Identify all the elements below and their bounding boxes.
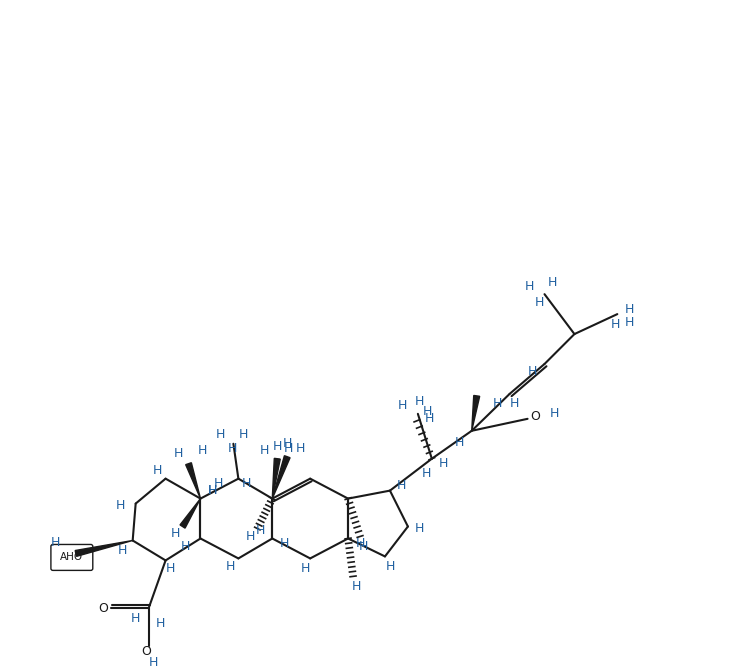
Text: H: H [493,397,502,410]
Text: H: H [548,276,557,289]
Text: H: H [528,365,537,379]
Polygon shape [75,541,133,556]
Text: H: H [624,303,634,316]
Polygon shape [272,456,290,498]
Text: H: H [181,540,190,553]
FancyBboxPatch shape [51,545,93,570]
Text: H: H [416,522,424,535]
Text: O: O [142,645,151,658]
Text: H: H [166,562,175,575]
Polygon shape [180,498,201,528]
Text: H: H [242,477,251,490]
Text: H: H [208,484,217,497]
Text: H: H [422,467,431,480]
Text: H: H [455,436,465,450]
Text: H: H [301,562,310,575]
Text: H: H [385,560,395,573]
Text: H: H [439,457,448,470]
Text: H: H [397,479,407,492]
Text: H: H [208,484,217,497]
Text: O: O [530,410,541,423]
Text: H: H [510,397,519,410]
Text: H: H [550,407,560,420]
Text: H: H [358,540,368,553]
Polygon shape [471,395,480,431]
Text: H: H [260,444,269,457]
Text: H: H [51,536,60,549]
Text: H: H [283,442,293,455]
Text: H: H [355,537,365,550]
Text: H: H [118,544,128,557]
Text: H: H [535,295,545,309]
Text: H: H [425,412,434,425]
Text: H: H [256,524,265,537]
Text: H: H [156,617,166,630]
Text: O: O [98,602,107,615]
Text: H: H [398,399,407,412]
Text: H: H [351,580,361,593]
Text: H: H [216,428,225,442]
Text: H: H [245,530,255,543]
Text: H: H [525,279,534,293]
Polygon shape [186,463,201,498]
Text: H: H [624,316,634,328]
Text: H: H [174,447,184,460]
Polygon shape [272,458,280,498]
Text: H: H [226,560,235,573]
Text: H: H [198,444,207,457]
Text: H: H [214,477,223,490]
Text: H: H [272,440,282,453]
Text: H: H [423,405,433,418]
Text: H: H [116,499,125,512]
Text: H: H [280,537,289,550]
Text: H: H [171,527,181,540]
Text: H: H [611,318,620,330]
Text: H: H [153,464,163,477]
Text: H: H [228,442,237,455]
Text: H: H [149,656,158,669]
Text: H: H [131,612,140,624]
Text: H: H [283,438,292,450]
Text: H: H [239,428,248,442]
Text: H: H [295,442,305,455]
Text: AHO: AHO [60,553,84,562]
Text: H: H [416,395,424,409]
